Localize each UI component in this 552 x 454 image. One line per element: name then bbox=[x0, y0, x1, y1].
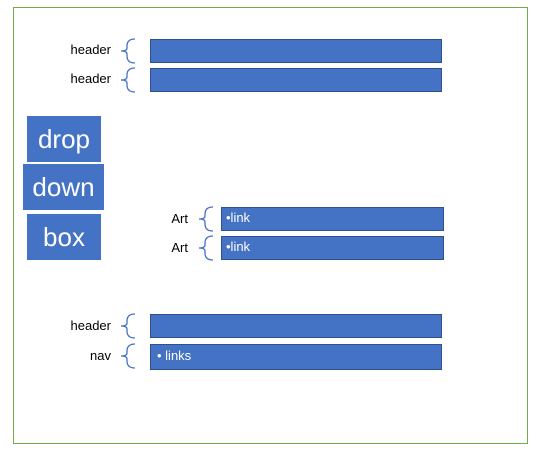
dropdown-word-down: down bbox=[23, 164, 104, 210]
art-link-bar: •link bbox=[221, 236, 444, 260]
nav-label: nav bbox=[90, 348, 111, 363]
art-label: Art bbox=[171, 211, 188, 226]
dropdown-word-drop: drop bbox=[27, 116, 101, 162]
brace-icon bbox=[120, 67, 136, 93]
brace-icon bbox=[120, 343, 136, 369]
dropdown-word-box: box bbox=[27, 214, 101, 260]
header-bar bbox=[150, 314, 442, 338]
art-link-bar: •link bbox=[221, 207, 444, 231]
diagram-frame bbox=[13, 7, 528, 444]
nav-links-bar: • links bbox=[150, 344, 442, 370]
brace-icon bbox=[198, 235, 214, 261]
brace-icon bbox=[120, 313, 136, 339]
header-bar bbox=[150, 68, 442, 92]
header-label: header bbox=[70, 71, 111, 86]
header-bar bbox=[150, 39, 442, 63]
art-label: Art bbox=[171, 240, 188, 255]
header-label: header bbox=[70, 318, 111, 333]
brace-icon bbox=[120, 38, 136, 64]
brace-icon bbox=[198, 206, 214, 232]
header-label: header bbox=[70, 42, 111, 57]
